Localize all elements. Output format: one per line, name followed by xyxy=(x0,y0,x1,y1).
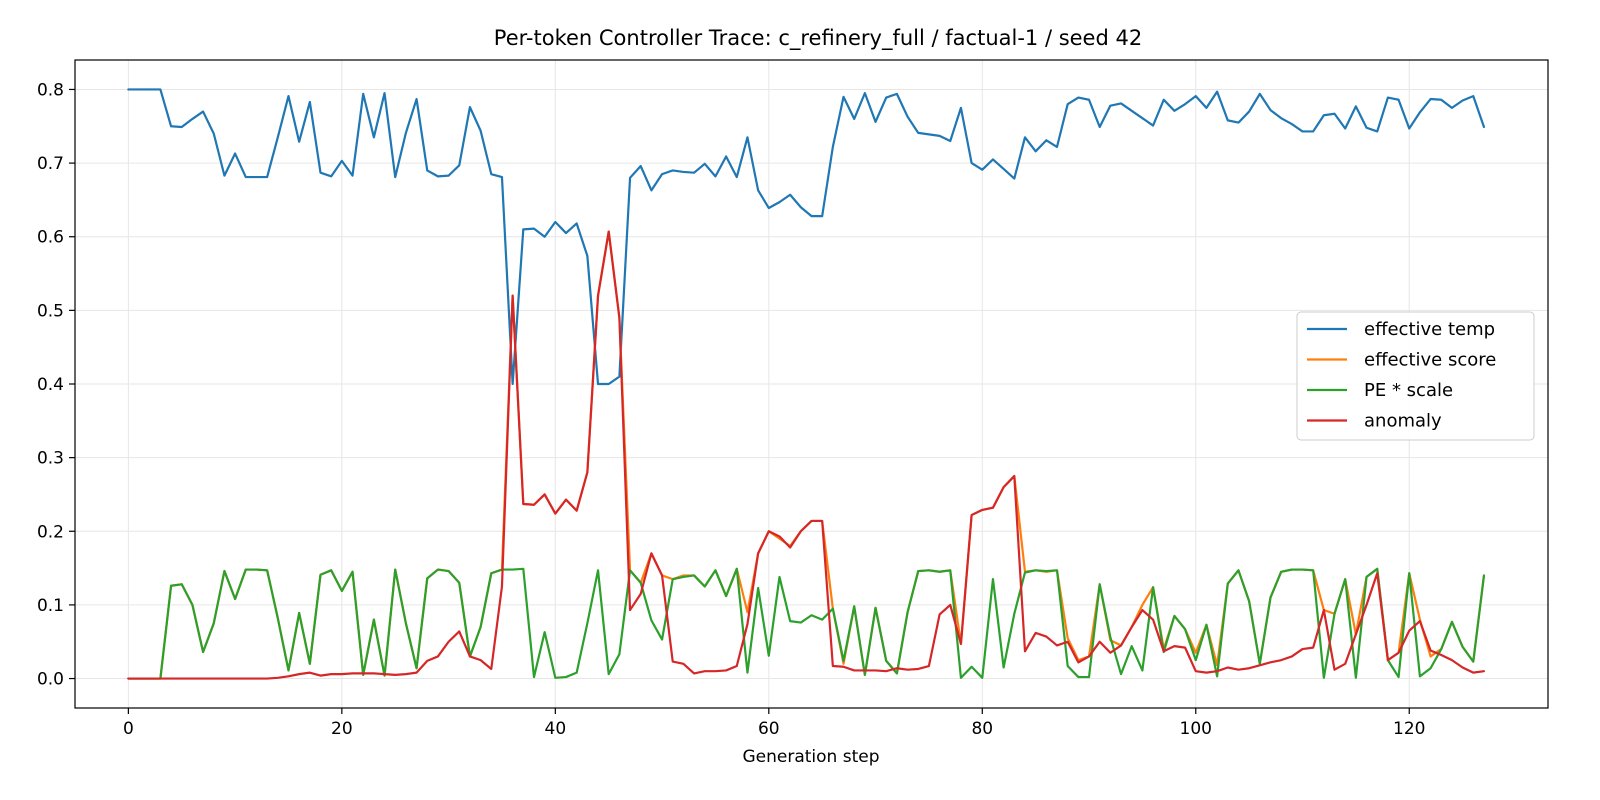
y-tick-label: 0.0 xyxy=(37,670,64,690)
y-tick-label: 0.6 xyxy=(37,228,64,248)
y-tick-label: 0.7 xyxy=(37,154,64,174)
y-tick-label: 0.2 xyxy=(37,522,64,542)
legend-label: effective score xyxy=(1364,350,1496,371)
chart-title: Per-token Controller Trace: c_refinery_f… xyxy=(494,26,1142,51)
series-line-2 xyxy=(127,567,1486,680)
x-tick-label: 40 xyxy=(545,719,567,739)
x-tick-label: 0 xyxy=(123,719,134,739)
legend-label: anomaly xyxy=(1364,411,1442,432)
legend-label: effective temp xyxy=(1364,319,1495,340)
x-axis: 0 20 40 60 80 100 120 xyxy=(123,708,1425,739)
y-tick-label: 0.1 xyxy=(37,596,64,616)
y-tick-label: 0.5 xyxy=(37,301,64,321)
y-tick-label: 0.3 xyxy=(37,449,64,469)
series-layer xyxy=(127,88,1486,680)
x-tick-label: 20 xyxy=(331,719,353,739)
x-axis-label: Generation step xyxy=(742,747,879,767)
legend: effective temp effective score PE * scale a… xyxy=(1296,311,1535,441)
x-tick-label: 120 xyxy=(1393,719,1425,739)
x-tick-label: 60 xyxy=(758,719,780,739)
x-tick-label: 100 xyxy=(1180,719,1212,739)
y-axis: 0.0 0.1 0.2 0.3 0.4 0.5 0.6 0.7 0.8 xyxy=(37,80,75,690)
x-tick-label: 80 xyxy=(971,719,993,739)
series-line-0 xyxy=(127,88,1486,386)
legend-label: PE * scale xyxy=(1364,380,1453,401)
y-tick-label: 0.4 xyxy=(37,375,64,395)
grid xyxy=(75,60,1548,708)
series-line-3 xyxy=(127,230,1486,680)
y-tick-label: 0.8 xyxy=(37,80,64,100)
legend-box xyxy=(1296,311,1535,441)
